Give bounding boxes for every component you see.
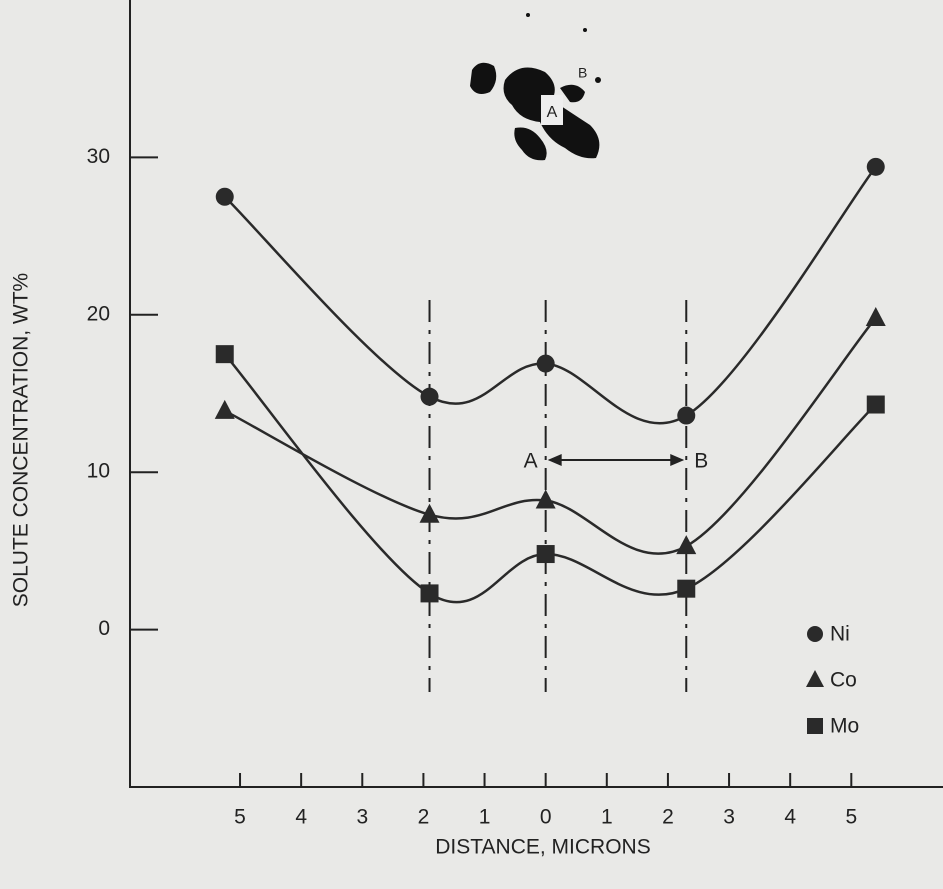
x-tick-label: 4 bbox=[295, 806, 307, 829]
annotation: B bbox=[694, 450, 708, 473]
marker bbox=[421, 388, 439, 406]
marker bbox=[866, 307, 886, 326]
x-tick-label: 2 bbox=[662, 806, 674, 829]
x-tick-label: 0 bbox=[540, 806, 552, 829]
series-line bbox=[225, 354, 876, 602]
series-line bbox=[225, 167, 876, 423]
marker bbox=[676, 535, 696, 554]
marker bbox=[537, 545, 555, 563]
x-tick-label: 2 bbox=[418, 806, 430, 829]
y-tick-label: 20 bbox=[87, 302, 110, 325]
marker bbox=[867, 158, 885, 176]
legend-marker bbox=[806, 670, 824, 687]
legend-label: Ni bbox=[830, 623, 850, 646]
marker bbox=[677, 580, 695, 598]
y-tick-label: 30 bbox=[87, 145, 110, 168]
y-tick-label: 0 bbox=[98, 617, 110, 640]
x-tick-label: 3 bbox=[723, 806, 735, 829]
chart: B A DISTANCE, MICRONS SOLUTE CONCENTRATI… bbox=[0, 0, 943, 889]
micrograph-inset: B A bbox=[470, 13, 601, 160]
x-tick-label: 1 bbox=[479, 806, 491, 829]
page: {"chart_data": {"type": "line", "x_label… bbox=[0, 0, 943, 889]
inset-label: B bbox=[578, 65, 587, 81]
x-tick-label: 3 bbox=[356, 806, 368, 829]
x-axis-label: DISTANCE, MICRONS bbox=[435, 836, 650, 859]
marker bbox=[216, 345, 234, 363]
marker bbox=[537, 355, 555, 373]
legend-marker bbox=[807, 718, 823, 734]
series-line bbox=[225, 318, 876, 554]
y-axis-label: SOLUTE CONCENTRATION, WT% bbox=[10, 273, 33, 607]
x-tick-label: 5 bbox=[234, 806, 246, 829]
legend-label: Co bbox=[830, 669, 857, 692]
marker bbox=[215, 400, 235, 419]
legend-label: Mo bbox=[830, 715, 859, 738]
y-tick-label: 10 bbox=[87, 460, 110, 483]
annotation: A bbox=[524, 450, 538, 473]
x-tick-label: 4 bbox=[784, 806, 796, 829]
marker bbox=[421, 584, 439, 602]
marker bbox=[867, 396, 885, 414]
x-tick-label: 1 bbox=[601, 806, 613, 829]
inset-label: A bbox=[547, 104, 558, 121]
legend-marker bbox=[807, 626, 823, 642]
marker bbox=[216, 188, 234, 206]
x-tick-label: 5 bbox=[845, 806, 857, 829]
marker bbox=[677, 407, 695, 425]
